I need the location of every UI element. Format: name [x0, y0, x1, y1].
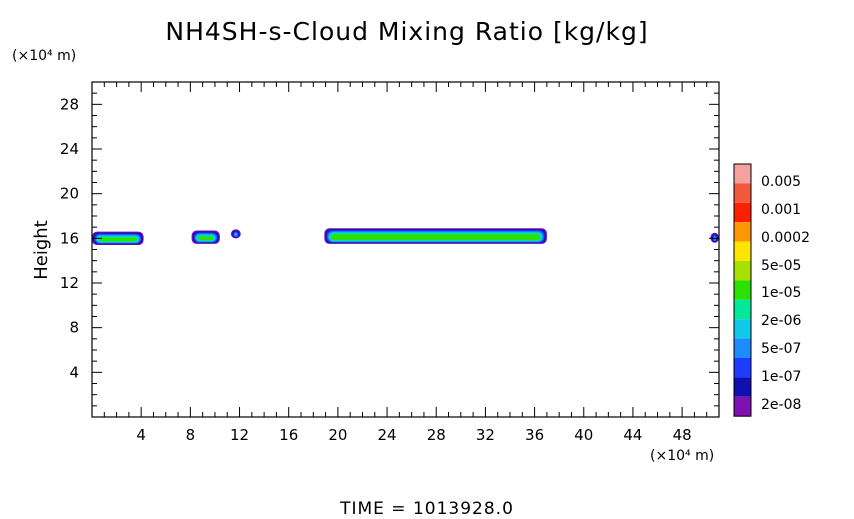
y-tick-label: 8	[69, 319, 79, 337]
colorbar-label: 1e-07	[761, 369, 801, 385]
chart-title: NH4SH-s-Cloud Mixing Ratio [kg/kg]	[165, 17, 648, 46]
cloud-band	[198, 236, 214, 241]
x-tick-label: 40	[574, 426, 593, 444]
y-tick-label: 28	[60, 95, 79, 113]
cloud-layer	[92, 231, 144, 246]
cloud-layer	[230, 229, 241, 239]
x-tick-label: 24	[378, 426, 397, 444]
colorbar-swatch	[734, 241, 751, 261]
x-tick-label: 4	[136, 426, 146, 444]
y-unit-label: (×10⁴ m)	[12, 48, 76, 64]
colorbar-swatch	[734, 164, 751, 184]
cloud-band	[330, 234, 541, 241]
colorbar-swatch	[734, 183, 751, 203]
colorbar-swatch	[734, 319, 751, 339]
colorbar-swatch	[734, 299, 751, 320]
colorbar-label: 5e-05	[761, 258, 801, 274]
cloud-layer	[191, 230, 220, 244]
x-tick-label: 44	[623, 426, 642, 444]
x-tick-label: 48	[673, 426, 692, 444]
cloud-layers	[92, 228, 719, 246]
colorbar-label: 0.001	[761, 202, 801, 218]
colorbar-label: 2e-08	[761, 397, 801, 413]
y-tick-label: 12	[60, 274, 79, 292]
colorbar: 0.005 0.001 0.0002 5e-05 1e-05 2e-06 5e-07 1e-0…	[733, 163, 810, 417]
colorbar-label: 2e-06	[761, 313, 801, 329]
y-tick-label: 20	[60, 185, 79, 203]
cloud-band	[235, 233, 237, 236]
x-unit-label: (×10⁴ m)	[650, 448, 714, 464]
colorbar-label: 5e-07	[761, 341, 801, 357]
x-tick-label: 8	[186, 426, 196, 444]
y-tick-label: 16	[60, 229, 79, 247]
colorbar-frame	[733, 163, 752, 417]
colorbar-label: 1e-05	[761, 285, 801, 301]
y-axis-label: Height	[31, 220, 52, 280]
cloud-layer	[710, 232, 719, 243]
colorbar-swatch	[734, 280, 751, 300]
x-tick-label: 12	[230, 426, 249, 444]
plot-frame	[91, 81, 720, 418]
x-tick-label: 16	[279, 426, 298, 444]
colorbar-swatch	[734, 396, 751, 417]
colorbar-swatch	[734, 261, 751, 281]
x-tick-label: 28	[427, 426, 446, 444]
colorbar-label: 0.005	[761, 174, 801, 190]
x-tick-label: 32	[476, 426, 495, 444]
x-tick-label: 36	[525, 426, 544, 444]
x-tick-label: 20	[328, 426, 347, 444]
cloud-layer	[324, 228, 547, 244]
colorbar-swatch	[734, 202, 751, 223]
cloud-band	[98, 237, 138, 242]
time-label: TIME = 1013928.0	[339, 499, 514, 519]
colorbar-label: 0.0002	[761, 230, 810, 246]
colorbar-swatch	[734, 338, 751, 358]
colorbar-swatch	[734, 377, 751, 397]
colorbar-swatch	[734, 358, 751, 378]
colorbar-swatch	[734, 222, 751, 242]
y-tick-label: 24	[60, 140, 79, 158]
y-tick-label: 4	[69, 363, 79, 381]
